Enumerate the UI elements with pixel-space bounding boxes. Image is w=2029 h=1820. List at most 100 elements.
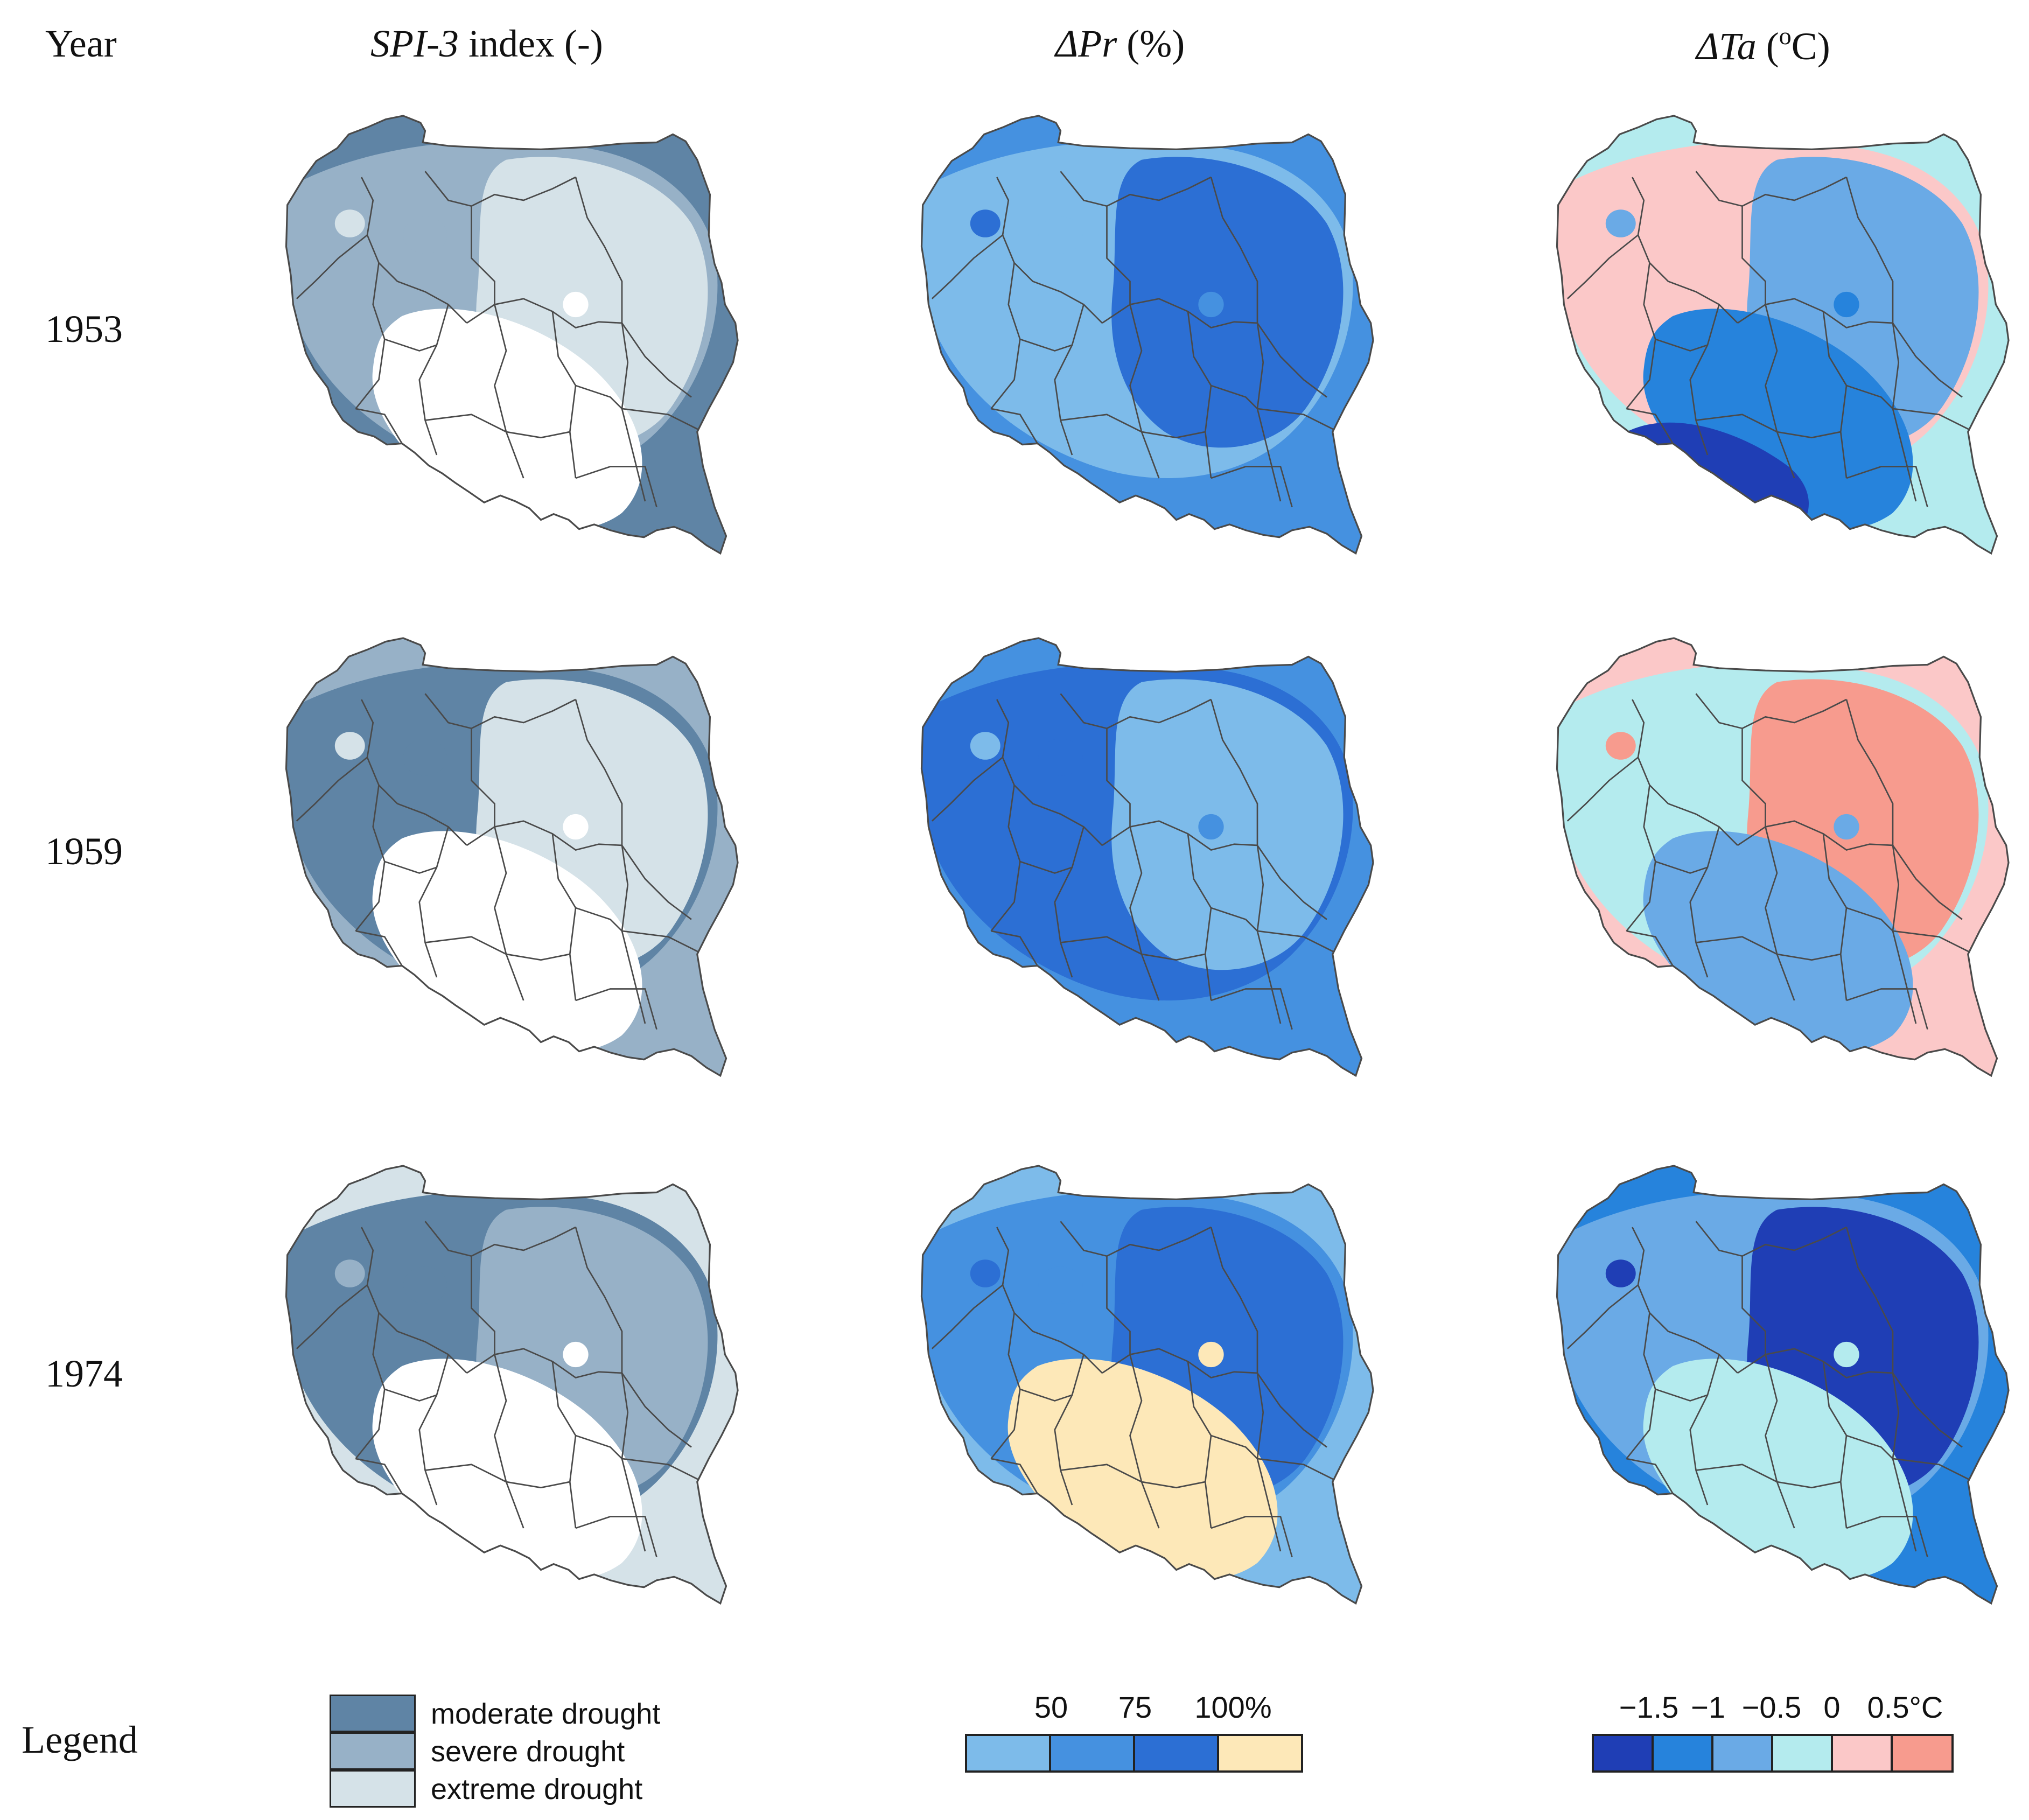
country-outline (285, 637, 739, 1077)
map-local-spot (970, 209, 1000, 237)
map-local-spot (1198, 814, 1224, 840)
voivodeship-border (425, 1464, 507, 1483)
voivodeship-border (1845, 699, 1963, 920)
country-outline (920, 115, 1374, 555)
map-local-spot (334, 209, 365, 237)
voivodeship-border (418, 304, 449, 456)
voivodeship-border (1141, 1481, 1206, 1489)
voivodeship-border (1060, 693, 1212, 730)
spi-label-moderate: moderate drought (431, 1698, 661, 1730)
voivodeship-border (1741, 728, 1766, 827)
map-local-spot (970, 1259, 1000, 1287)
voivodeship-border (991, 1458, 1038, 1494)
voivodeship-border (1129, 827, 1160, 1001)
voivodeship-border (1060, 171, 1212, 207)
voivodeship-border (1655, 1388, 1708, 1402)
voivodeship-border (506, 1481, 570, 1489)
year-column-header: Year (45, 22, 117, 65)
voivodeship-border (1106, 1256, 1131, 1355)
year-label-1974: 1974 (45, 1352, 123, 1395)
voivodeship-border (575, 1227, 692, 1448)
spi-legend: moderate drought severe drought extreme … (330, 1694, 661, 1808)
map-local-spot (1038, 739, 1083, 776)
map-local-spot (1674, 1266, 1718, 1304)
voivodeship-border (1846, 1434, 1975, 1483)
map-fill-layers (286, 638, 738, 1076)
voivodeship-border (1141, 431, 1206, 439)
voivodeship-border (991, 930, 1038, 967)
voivodeship-border (1141, 953, 1206, 961)
voivodeship-border (296, 1284, 368, 1349)
ta-header-unit-open: ( (1756, 25, 1779, 68)
voivodeship-border (506, 953, 570, 961)
voivodeship-border (1106, 728, 1131, 827)
voivodeship-border (1689, 827, 1720, 978)
voivodeship-border (931, 234, 1003, 299)
map-ta-1974 (1519, 1158, 2029, 1621)
map-svg (285, 637, 739, 1077)
ta-bar-cell (1833, 1736, 1893, 1770)
map-local-spot (403, 739, 447, 776)
map-svg (920, 1165, 1374, 1605)
voivodeship-border (931, 1284, 1003, 1349)
map-fill-layers (286, 116, 738, 554)
voivodeship-border (1211, 466, 1293, 508)
pr-header-unit: (%) (1117, 22, 1185, 65)
spi-swatch-severe (330, 1732, 416, 1770)
map-local-spot (563, 1341, 589, 1368)
voivodeship-border (996, 699, 1103, 846)
voivodeship-border (1566, 234, 1639, 299)
map-fill-layers (921, 638, 1373, 1076)
voivodeship-border (1060, 414, 1142, 433)
voivodeship-border (1632, 177, 1738, 324)
voivodeship-border (1019, 860, 1073, 874)
voivodeship-border (471, 1256, 495, 1355)
voivodeship-border (1741, 1256, 1766, 1355)
voivodeship-border (1846, 466, 1928, 508)
voivodeship-border (1626, 930, 1674, 967)
voivodeship-border (575, 1516, 657, 1558)
map-local-spot (1605, 1259, 1636, 1287)
pr-colorbar (965, 1734, 1303, 1773)
map-local-spot (1038, 1266, 1083, 1304)
voivodeship-border (1845, 1227, 1963, 1448)
map-local-spot (334, 732, 365, 760)
map-svg (1556, 637, 2010, 1077)
voivodeship-border (1211, 988, 1293, 1030)
map-svg (285, 115, 739, 555)
ta-bar-cell (1893, 1736, 1951, 1770)
spi-swatch-moderate (330, 1694, 416, 1732)
country-outline (1556, 637, 2010, 1077)
map-pr-1959 (883, 630, 1400, 1093)
voivodeship-border (1211, 1516, 1293, 1558)
voivodeship-border (1776, 431, 1841, 439)
voivodeship-border (1776, 1481, 1841, 1489)
ta-header-unit-close: C) (1791, 25, 1830, 68)
voivodeship-border (1211, 1434, 1339, 1483)
spi-legend-item-extreme: extreme drought (330, 1769, 660, 1808)
voivodeship-border (1626, 1458, 1674, 1494)
voivodeship-border (1689, 304, 1720, 456)
voivodeship-border (425, 414, 507, 433)
map-local-spot (563, 291, 589, 318)
voivodeship-border (424, 1221, 576, 1257)
voivodeship-border (996, 177, 1103, 324)
voivodeship-border (1054, 304, 1085, 456)
map-class-zone (1111, 157, 1344, 448)
country-outline (1556, 115, 2010, 555)
country-outline (920, 637, 1374, 1077)
spi-label-extreme: extreme drought (431, 1773, 643, 1805)
voivodeship-border (575, 177, 692, 398)
country-outline (920, 1165, 1374, 1605)
voivodeship-border (1211, 384, 1339, 433)
map-local-spot (1834, 291, 1859, 318)
map-svg (285, 1165, 739, 1605)
voivodeship-border (1846, 907, 1975, 955)
ta-tick-0-5: 0.5°C (1867, 1690, 1943, 1724)
map-local-spot (1038, 216, 1083, 254)
voivodeship-border (1211, 907, 1339, 955)
pr-tick-75: 75 (1118, 1690, 1152, 1724)
voivodeship-border (296, 757, 368, 822)
spi-swatch-extreme (330, 1769, 416, 1808)
map-fill-layers (1557, 638, 2009, 1076)
